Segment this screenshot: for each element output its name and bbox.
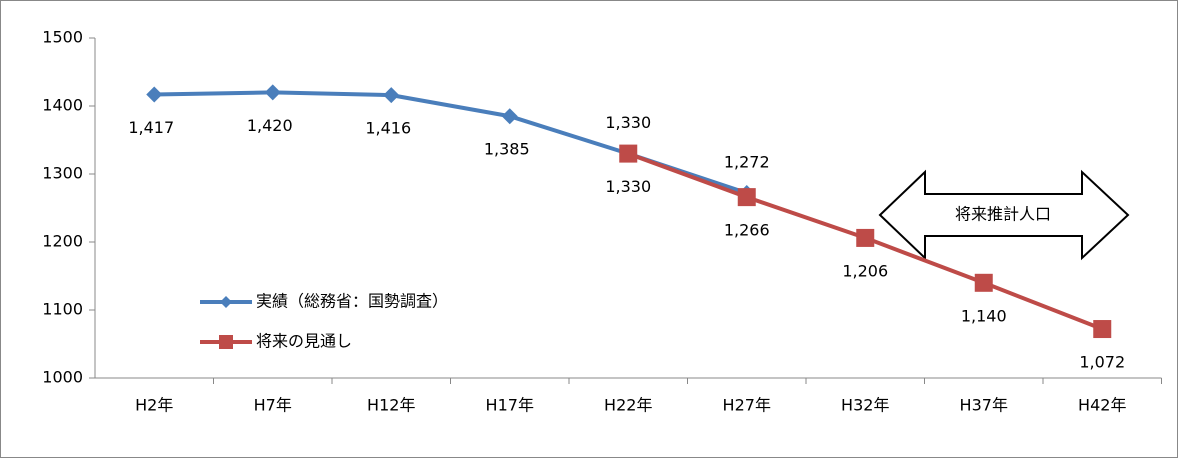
series: 1,330 1,266 1,206 1,140 1,072 [605,144,1125,372]
y-tick-label: 1000 [42,368,83,387]
data-label: 1,420 [247,116,293,135]
annotation: 将来推計人口 [955,205,1051,224]
data-label: 1,272 [724,153,770,172]
y-tick-label: 1200 [42,232,83,251]
x-tick-label: H32年 [841,396,889,415]
y-tick-label: 1500 [42,28,83,47]
data-label: 1,266 [724,221,770,240]
data-label: 1,072 [1079,353,1125,372]
x-tick-label: H27年 [723,396,771,415]
data-label: 1,385 [484,140,530,159]
data-label: 1,416 [365,119,411,138]
y-tick-label: 1300 [42,164,83,183]
marker [856,228,875,247]
x-tick-label: H37年 [960,396,1008,415]
marker [1093,320,1112,339]
x-tick-label: H42年 [1078,396,1126,415]
marker [146,86,163,103]
marker [264,84,281,101]
x-tick-label: H2年 [135,396,173,415]
marker [383,87,400,104]
legend-label: 将来の見通し [256,332,352,351]
y-tick-label: 1100 [42,300,83,319]
x-tick-label: H17年 [486,396,534,415]
x-tick-label: H7年 [254,396,292,415]
data-label: 1,417 [128,118,174,137]
marker [737,188,756,207]
data-label: 1,330 [605,113,651,132]
legend-marker [220,296,232,308]
y-tick-label: 1400 [42,96,83,115]
legend-marker [219,335,233,349]
data-label: 1,206 [842,261,888,280]
marker [974,273,993,292]
data-label: 1,330 [605,177,651,196]
data-label: 1,140 [961,306,1007,325]
annotation-arrow: 将来推計人口 [878,169,1130,261]
legend-label: 実績（総務省：国勢調査） [256,292,448,311]
marker [619,144,638,163]
x-tick-label: H22年 [604,396,652,415]
marker [501,108,518,125]
x-tick-label: H12年 [367,396,415,415]
